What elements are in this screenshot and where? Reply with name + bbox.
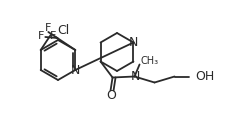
Text: O: O <box>107 89 116 102</box>
Text: OH: OH <box>195 70 215 83</box>
Text: F: F <box>38 31 44 41</box>
Text: N: N <box>129 36 138 49</box>
Text: CH₃: CH₃ <box>141 56 159 66</box>
Text: N: N <box>131 70 140 83</box>
Text: N: N <box>71 63 80 76</box>
Text: F: F <box>45 23 52 33</box>
Text: Cl: Cl <box>58 25 70 37</box>
Text: F: F <box>50 31 57 41</box>
